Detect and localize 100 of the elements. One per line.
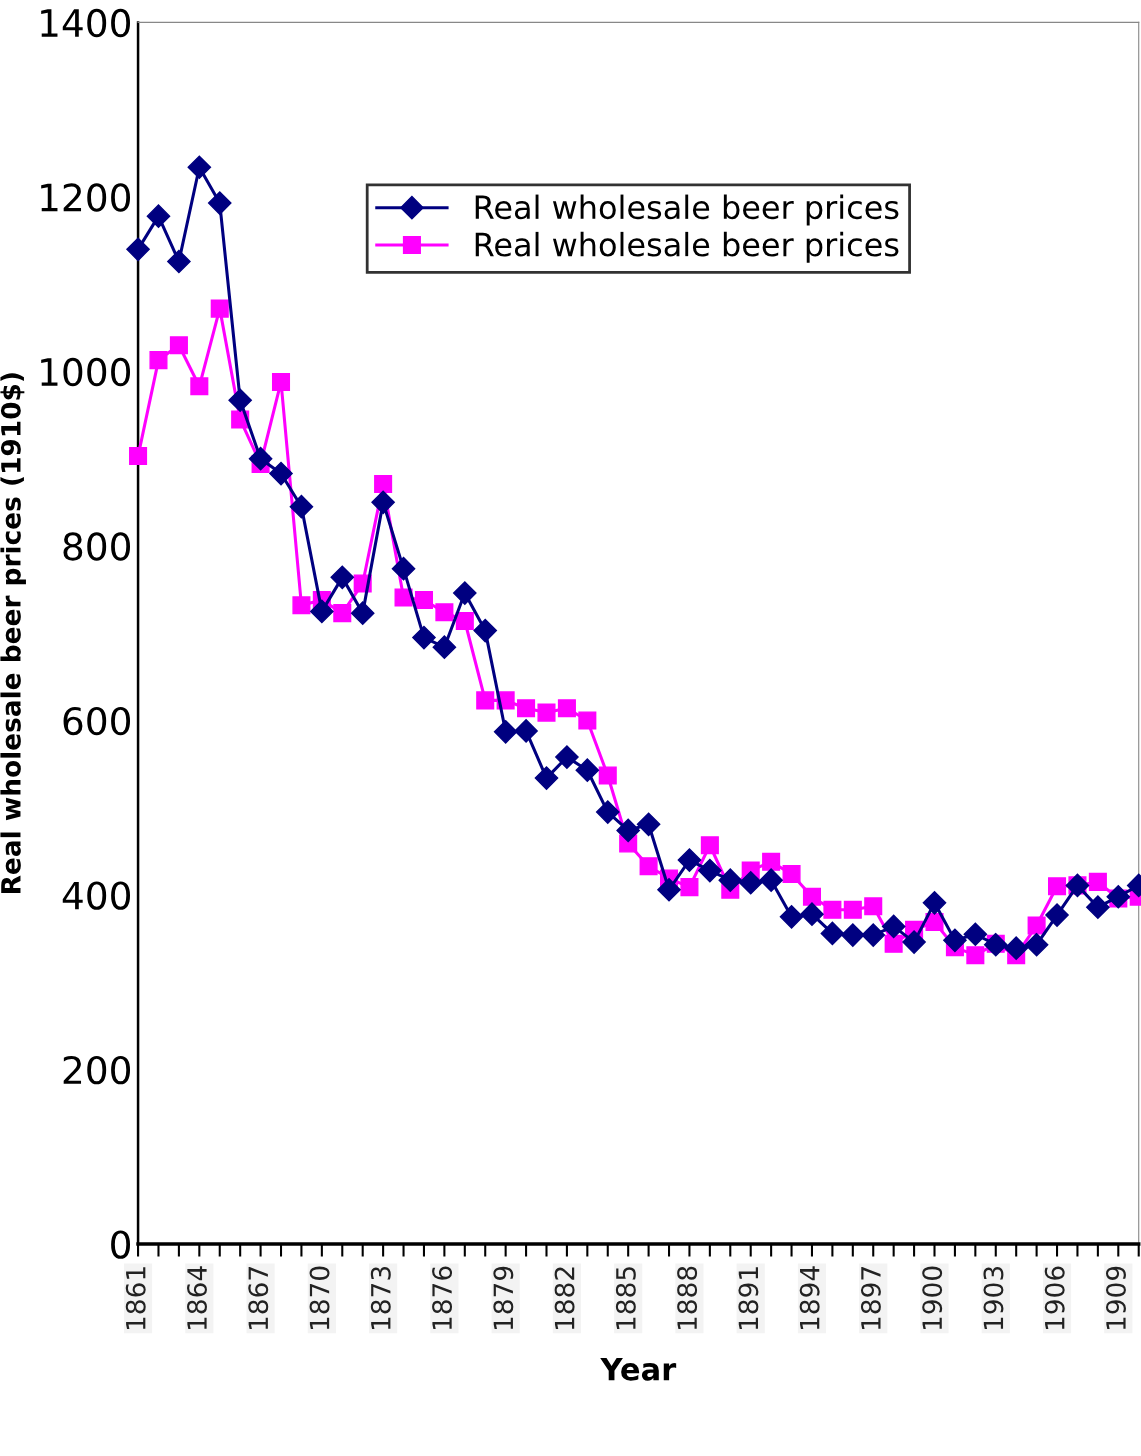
point bbox=[146, 204, 171, 228]
point bbox=[698, 858, 722, 883]
point bbox=[782, 865, 801, 884]
point bbox=[126, 237, 150, 262]
point bbox=[1045, 903, 1069, 927]
point bbox=[476, 691, 495, 710]
x-tick-label: 1906 bbox=[1044, 1266, 1065, 1330]
point bbox=[616, 818, 640, 843]
point bbox=[333, 604, 352, 623]
point bbox=[802, 887, 822, 906]
point bbox=[292, 596, 311, 615]
x-tick-label: 1903 bbox=[983, 1266, 1004, 1330]
point bbox=[762, 852, 781, 871]
x-tick-label: 1870 bbox=[309, 1266, 330, 1330]
point bbox=[718, 868, 743, 892]
point bbox=[455, 611, 474, 631]
x-tick-label: 1879 bbox=[493, 1266, 514, 1330]
point bbox=[1024, 932, 1049, 957]
point bbox=[823, 900, 842, 919]
point bbox=[841, 923, 865, 947]
point bbox=[289, 494, 314, 519]
point bbox=[738, 870, 763, 895]
point bbox=[534, 766, 559, 790]
x-tick-label: 1876 bbox=[432, 1266, 453, 1330]
point bbox=[514, 719, 538, 743]
x-tick-label: 1885 bbox=[615, 1267, 636, 1330]
point bbox=[248, 446, 273, 471]
point bbox=[657, 877, 681, 902]
point bbox=[779, 904, 804, 929]
y-tick-label: 600 bbox=[63, 706, 131, 736]
point bbox=[943, 928, 967, 953]
x-tick-label: 1909 bbox=[1105, 1266, 1126, 1330]
x-tick-label: 1900 bbox=[922, 1266, 943, 1330]
x-tick-label: 1888 bbox=[677, 1266, 698, 1330]
x-tick-label: 1867 bbox=[248, 1267, 269, 1330]
x-tick-label: 1882 bbox=[554, 1267, 575, 1330]
point bbox=[228, 388, 252, 413]
y-axis-title: Real wholesale beer prices (1910$) bbox=[0, 373, 26, 893]
y-tick-label: 400 bbox=[62, 881, 131, 910]
y-tick-label: 200 bbox=[63, 1055, 131, 1085]
point bbox=[412, 625, 436, 650]
point bbox=[271, 372, 291, 391]
point bbox=[432, 635, 457, 659]
point bbox=[187, 155, 212, 180]
point bbox=[452, 581, 477, 605]
point bbox=[350, 601, 375, 625]
point bbox=[207, 191, 232, 215]
point bbox=[966, 946, 985, 965]
point bbox=[639, 857, 658, 876]
point bbox=[843, 900, 862, 919]
point bbox=[677, 848, 702, 872]
y-tick-label: 800 bbox=[63, 532, 131, 561]
point bbox=[190, 377, 209, 396]
point bbox=[129, 447, 148, 466]
x-axis-title: Year bbox=[600, 1357, 677, 1381]
point bbox=[636, 812, 661, 837]
point bbox=[1086, 895, 1110, 920]
point bbox=[598, 766, 617, 785]
point bbox=[149, 351, 168, 370]
point bbox=[374, 474, 393, 494]
point bbox=[371, 490, 395, 515]
point bbox=[575, 758, 600, 783]
point bbox=[820, 921, 845, 946]
point bbox=[1027, 916, 1046, 935]
y-tick-label: 1200 bbox=[41, 183, 131, 212]
point bbox=[330, 565, 355, 590]
point bbox=[269, 461, 293, 486]
point bbox=[169, 336, 188, 355]
point bbox=[759, 868, 783, 892]
x-tick-label: 1891 bbox=[738, 1267, 759, 1330]
point bbox=[884, 934, 903, 953]
point bbox=[167, 249, 191, 274]
x-tick-label: 1873 bbox=[370, 1266, 391, 1330]
legend-label: Real wholesale beer prices bbox=[475, 231, 899, 263]
point bbox=[435, 603, 454, 622]
point bbox=[680, 878, 699, 897]
point bbox=[391, 556, 416, 581]
point bbox=[310, 599, 334, 624]
point bbox=[864, 897, 883, 916]
point bbox=[493, 720, 518, 744]
point bbox=[473, 618, 498, 643]
point bbox=[963, 922, 988, 947]
point bbox=[1088, 872, 1107, 891]
y-tick-label: 0 bbox=[111, 1230, 131, 1259]
point bbox=[1004, 936, 1028, 961]
point bbox=[595, 800, 620, 824]
point bbox=[902, 930, 926, 954]
legend-label: Real wholesale beer prices bbox=[475, 194, 899, 226]
x-tick-label: 1894 bbox=[799, 1266, 820, 1330]
x-tick-label: 1861 bbox=[125, 1267, 146, 1330]
point bbox=[1106, 884, 1131, 909]
point bbox=[922, 891, 947, 915]
point bbox=[537, 703, 556, 722]
x-tick-label: 1864 bbox=[187, 1266, 207, 1330]
point bbox=[517, 699, 536, 718]
point bbox=[1048, 877, 1067, 896]
point bbox=[555, 745, 579, 769]
point bbox=[210, 299, 229, 318]
y-tick-label: 1400 bbox=[41, 8, 131, 38]
y-tick-label: 1000 bbox=[41, 357, 131, 387]
